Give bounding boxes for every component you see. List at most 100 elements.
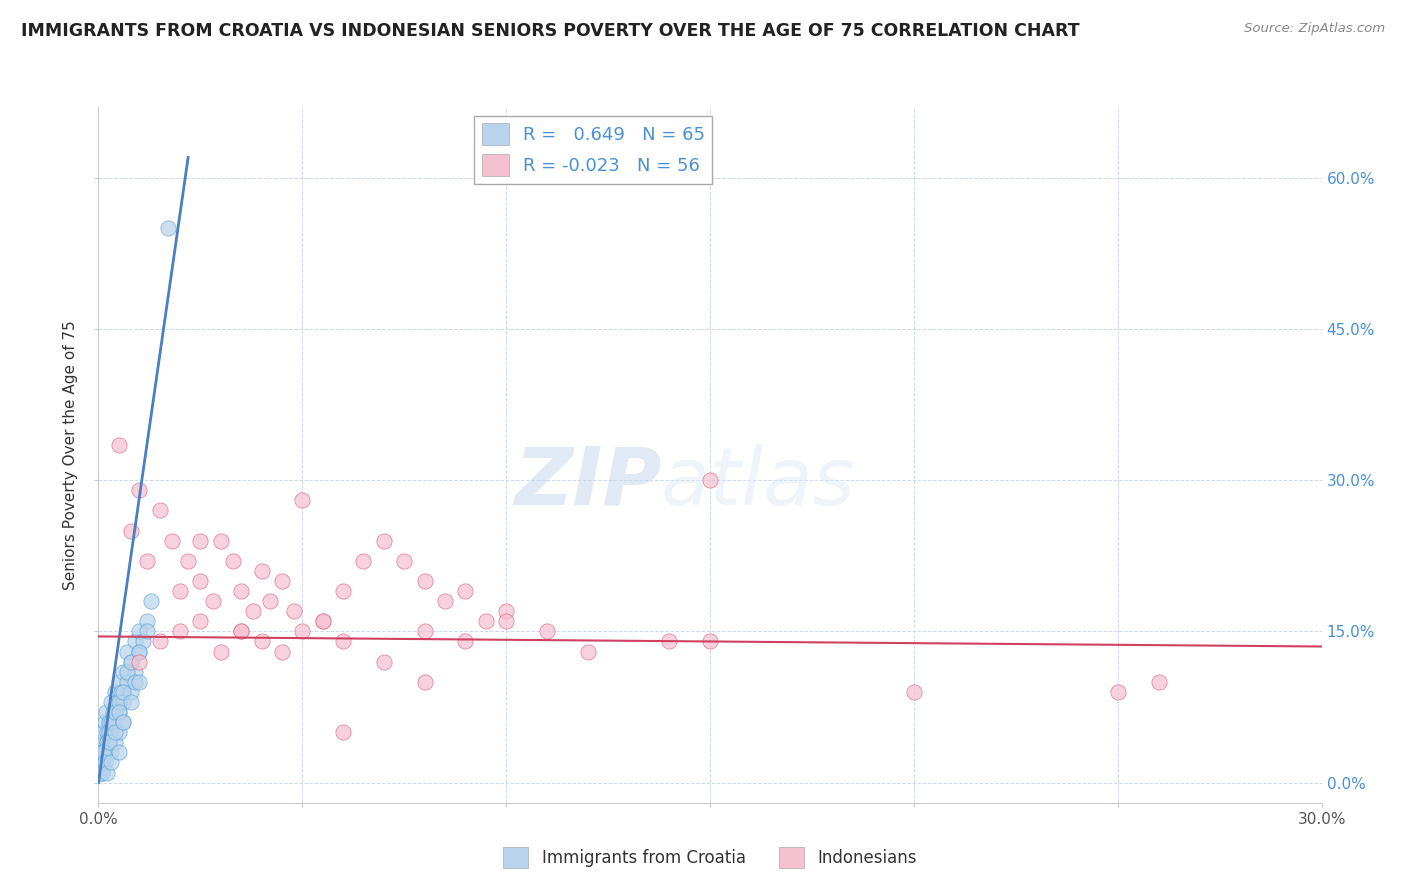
Point xyxy=(91,745,114,759)
Point xyxy=(149,634,172,648)
Point xyxy=(1147,674,1170,689)
Point xyxy=(120,685,142,699)
Point xyxy=(124,634,146,648)
Point xyxy=(231,624,253,639)
Point xyxy=(536,624,558,639)
Point xyxy=(124,674,146,689)
Point xyxy=(108,725,131,739)
Point xyxy=(104,685,127,699)
Point xyxy=(128,655,150,669)
Point xyxy=(474,615,498,629)
Point xyxy=(454,634,477,648)
Point xyxy=(105,695,128,709)
Point xyxy=(101,705,124,719)
Point xyxy=(97,725,120,739)
Point xyxy=(96,725,118,739)
Point xyxy=(332,725,354,739)
Point xyxy=(231,584,253,599)
Point xyxy=(392,554,416,568)
Point xyxy=(169,624,191,639)
Point xyxy=(413,624,436,639)
Point xyxy=(90,735,112,749)
Point xyxy=(93,715,115,730)
Point xyxy=(93,745,115,759)
Legend: Immigrants from Croatia, Indonesians: Immigrants from Croatia, Indonesians xyxy=(496,841,924,874)
Point xyxy=(104,735,127,749)
Point xyxy=(136,615,159,629)
Point xyxy=(699,473,721,487)
Text: IMMIGRANTS FROM CROATIA VS INDONESIAN SENIORS POVERTY OVER THE AGE OF 75 CORRELA: IMMIGRANTS FROM CROATIA VS INDONESIAN SE… xyxy=(21,22,1080,40)
Point xyxy=(699,634,721,648)
Text: ZIP: ZIP xyxy=(513,443,661,522)
Point xyxy=(291,624,314,639)
Point xyxy=(94,705,117,719)
Point xyxy=(97,715,120,730)
Point xyxy=(188,615,212,629)
Point xyxy=(209,644,232,658)
Point xyxy=(231,624,253,639)
Point xyxy=(242,604,264,618)
Point xyxy=(373,655,395,669)
Point xyxy=(128,624,150,639)
Point xyxy=(108,705,131,719)
Point xyxy=(115,644,138,658)
Point xyxy=(141,594,163,608)
Point xyxy=(96,735,118,749)
Text: Source: ZipAtlas.com: Source: ZipAtlas.com xyxy=(1244,22,1385,36)
Point xyxy=(128,483,150,498)
Point xyxy=(454,584,477,599)
Point xyxy=(291,493,314,508)
Point xyxy=(91,765,114,780)
Point xyxy=(108,705,131,719)
Point xyxy=(188,574,212,588)
Point xyxy=(108,438,131,452)
Point xyxy=(108,695,131,709)
Point xyxy=(104,725,127,739)
Point xyxy=(201,594,224,608)
Point xyxy=(96,735,118,749)
Point xyxy=(270,574,294,588)
Point xyxy=(90,765,112,780)
Point xyxy=(96,765,118,780)
Point xyxy=(373,533,395,548)
Point xyxy=(312,615,335,629)
Point xyxy=(89,765,111,780)
Point xyxy=(89,756,111,770)
Point xyxy=(495,615,517,629)
Point xyxy=(149,503,172,517)
Point xyxy=(110,685,132,699)
Point xyxy=(115,665,138,679)
Point xyxy=(903,685,925,699)
Point xyxy=(413,674,436,689)
Point xyxy=(120,695,142,709)
Point xyxy=(169,584,191,599)
Point xyxy=(93,756,115,770)
Point xyxy=(270,644,294,658)
Point xyxy=(91,725,114,739)
Point xyxy=(120,655,142,669)
Point xyxy=(128,674,150,689)
Point xyxy=(222,554,245,568)
Point xyxy=(100,715,122,730)
Point xyxy=(413,574,436,588)
Text: atlas: atlas xyxy=(661,443,856,522)
Point xyxy=(250,634,273,648)
Point xyxy=(100,725,122,739)
Point xyxy=(91,745,114,759)
Point xyxy=(90,756,112,770)
Point xyxy=(209,533,232,548)
Point xyxy=(111,715,134,730)
Point xyxy=(332,634,354,648)
Point xyxy=(120,524,142,538)
Point xyxy=(136,624,159,639)
Point xyxy=(156,221,179,235)
Point xyxy=(658,634,681,648)
Point xyxy=(100,695,122,709)
Point xyxy=(100,756,122,770)
Point xyxy=(111,695,134,709)
Point xyxy=(104,715,127,730)
Point xyxy=(128,644,150,658)
Point xyxy=(124,665,146,679)
Point xyxy=(100,745,122,759)
Point xyxy=(434,594,457,608)
